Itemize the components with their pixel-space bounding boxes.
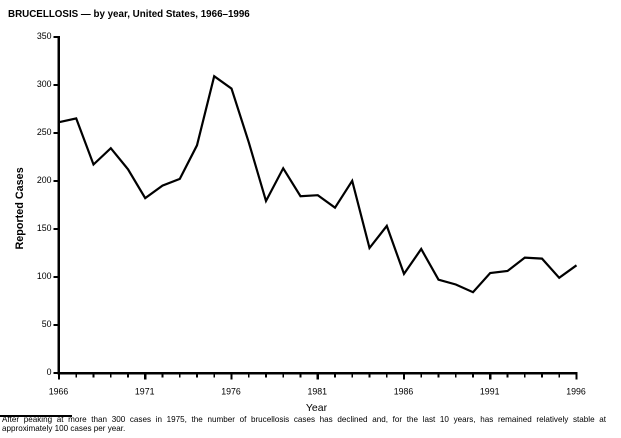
svg-text:1981: 1981: [308, 387, 328, 397]
svg-text:0: 0: [47, 367, 52, 377]
svg-text:150: 150: [37, 223, 52, 233]
svg-text:1971: 1971: [135, 387, 155, 397]
svg-text:300: 300: [37, 79, 52, 89]
svg-text:1986: 1986: [394, 387, 414, 397]
svg-text:200: 200: [37, 175, 52, 185]
svg-text:250: 250: [37, 127, 52, 137]
svg-text:1966: 1966: [49, 387, 69, 397]
svg-text:BRUCELLOSIS — by year, United: BRUCELLOSIS — by year, United States, 19…: [8, 9, 250, 20]
svg-text:50: 50: [42, 319, 52, 329]
svg-text:100: 100: [37, 271, 52, 281]
svg-text:1976: 1976: [221, 387, 241, 397]
svg-text:1991: 1991: [480, 387, 500, 397]
svg-text:1996: 1996: [566, 387, 586, 397]
svg-text:Year: Year: [306, 402, 328, 414]
svg-text:350: 350: [37, 31, 52, 41]
svg-text:Reported Cases: Reported Cases: [14, 167, 26, 249]
